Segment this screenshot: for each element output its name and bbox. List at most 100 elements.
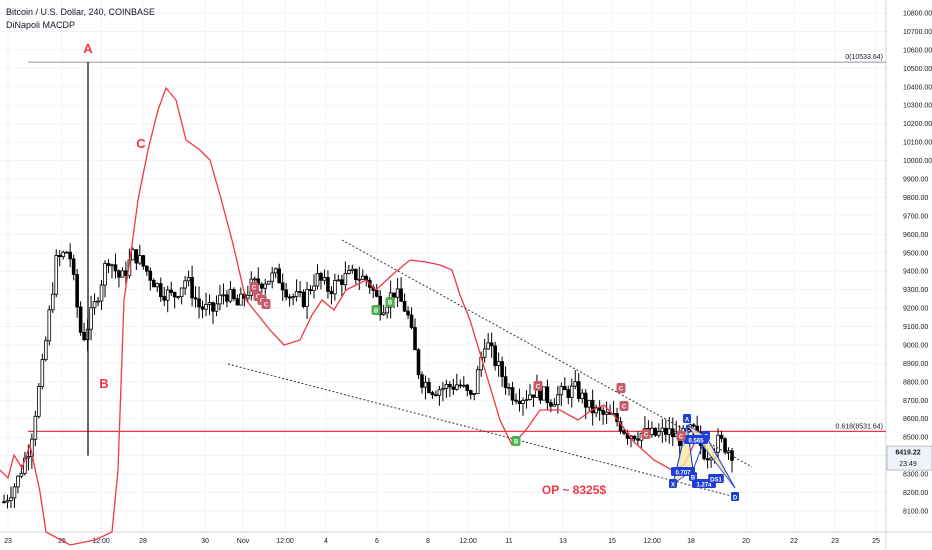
buy-signal-marker [371,305,381,315]
candle-down [420,374,424,388]
candle-up [64,251,69,254]
time-tick-label: 25 [872,538,880,545]
candle [2,494,6,504]
candle [305,281,309,320]
wave-label-c: C [136,136,146,151]
candle [225,290,229,308]
sell-signal-marker [619,401,629,411]
candle [340,274,344,297]
candle [155,282,160,293]
price-tick-label: 9200.00 [903,306,928,313]
candle-down [308,289,313,291]
candle-down [172,291,177,298]
pattern-label: 0.565 [688,439,704,445]
candle-countdown-label: 23:49 [899,461,917,468]
candle-up [99,284,104,302]
candle-up [556,394,560,405]
candle-up [315,273,320,287]
candle [468,389,473,400]
candle-up [604,411,609,415]
candle [315,264,320,290]
candle [298,281,302,298]
candle-up [61,251,66,257]
candle [176,295,180,300]
candle-down [284,289,288,298]
candle-down [514,399,518,402]
candle [284,282,288,301]
candle [200,300,205,319]
candle [71,254,76,281]
candle [691,423,696,428]
time-tick-label: 12:00 [92,538,110,545]
candle-down [225,294,229,302]
price-tick-label: 9100.00 [903,324,928,331]
candle [235,294,240,306]
time-tick-label: 30 [201,538,209,545]
candle-down [510,387,515,401]
candle [517,388,522,412]
candle-up [360,275,365,280]
candle-down [399,288,403,302]
candle-down [78,306,83,333]
candle-up [528,394,532,400]
candle-down [193,297,198,300]
candle-up [9,497,13,501]
time-tick-label: 23 [831,538,839,545]
candle-up [92,301,97,309]
candle-down [148,270,153,281]
candle [50,282,55,313]
candle-up [569,385,574,398]
current-price-badge [886,445,932,471]
candle [336,274,341,282]
candle [489,332,494,358]
candle [514,393,518,405]
candle-up [12,486,17,499]
candle [103,260,107,298]
candle [145,265,149,276]
candle [590,389,595,426]
candle [134,249,139,270]
candle-up [239,293,243,306]
candle-down [329,290,334,295]
candle-up [221,294,226,297]
grid-lines [0,0,886,532]
candle-up [228,289,233,302]
candle-down [169,289,173,293]
candle [165,285,170,313]
candle [158,277,163,302]
candle [197,286,201,319]
candle-down [200,306,205,310]
candle-down [392,292,396,298]
candle [301,289,306,309]
price-tick-label: 10800.00 [903,11,932,18]
candle-down [280,282,285,291]
candle-up [246,294,250,299]
candle-down [531,394,536,398]
pattern-label: 0.707 [675,471,691,477]
price-tick-label: 9600.00 [903,232,928,239]
candle-up [5,500,10,503]
candle-up [33,415,38,440]
candle-down [566,389,571,398]
candle-down [434,394,438,397]
candle-up [594,407,598,414]
candle [409,307,414,330]
candle [319,271,323,290]
candle-down [134,249,139,264]
candle-down [493,345,497,366]
candle-down [590,399,595,414]
chart-legend: Bitcoin / U.S. Dollar, 240, COINBASE DiN… [6,6,155,32]
candle [354,268,358,285]
candle-down [517,400,522,404]
candle-down [451,386,456,390]
candle [622,428,626,436]
candle [117,269,121,288]
candle [465,383,470,397]
candle [524,390,529,409]
candle [566,385,571,405]
candle [273,267,278,279]
candle-down [151,279,156,288]
candle [444,379,449,399]
candle [270,267,275,289]
